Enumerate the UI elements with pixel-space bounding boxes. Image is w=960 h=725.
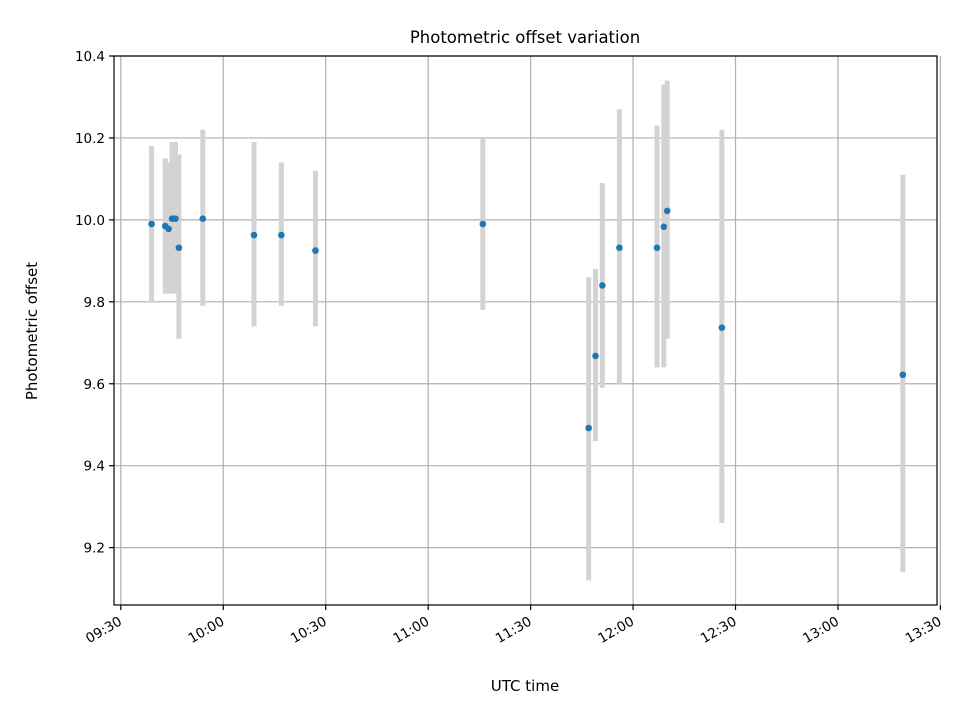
data-point	[175, 244, 183, 252]
y-tick-label: 9.6	[84, 377, 105, 393]
data-points	[148, 207, 907, 432]
data-point	[172, 215, 179, 222]
y-tick-label: 9.8	[84, 295, 105, 311]
data-point	[899, 371, 907, 379]
chart-title: Photometric offset variation	[410, 28, 640, 47]
data-point	[312, 247, 319, 254]
grid	[114, 55, 942, 605]
y-tick-label: 10.2	[75, 131, 105, 147]
data-point	[250, 231, 258, 239]
data-point	[660, 223, 668, 231]
data-point	[479, 220, 487, 228]
axes-frame	[113, 55, 938, 606]
data-point	[199, 215, 207, 222]
data-point	[599, 282, 606, 289]
y-axis-label: Photometric offset	[23, 262, 41, 400]
data-point	[653, 244, 661, 252]
data-point	[718, 324, 726, 331]
data-point	[165, 225, 172, 233]
y-tick-label: 10.4	[75, 49, 105, 65]
data-point	[148, 220, 155, 228]
data-point	[592, 352, 599, 360]
y-tick-label: 9.2	[84, 541, 105, 557]
y-tick-label: 9.4	[84, 459, 105, 475]
data-point	[616, 244, 623, 252]
data-point	[585, 424, 592, 432]
y-tick-label: 10.0	[75, 213, 105, 229]
data-point	[663, 207, 671, 215]
data-point	[278, 231, 285, 239]
x-axis-label: UTC time	[491, 677, 559, 695]
y-axis: 9.2 9.4 9.6 9.8 10.0 10.2 10.4	[75, 49, 114, 557]
